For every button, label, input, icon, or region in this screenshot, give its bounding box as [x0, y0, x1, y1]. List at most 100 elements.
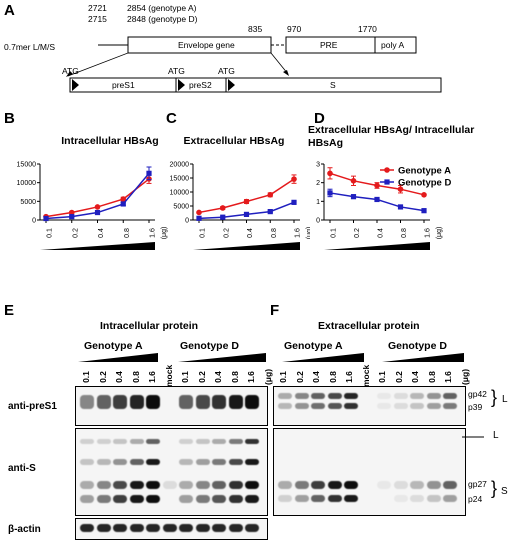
data-point	[267, 192, 274, 198]
blot-band	[146, 459, 160, 465]
blot-band	[443, 481, 457, 489]
blot-band	[195, 495, 210, 503]
pos-2715: 2715	[88, 14, 107, 24]
blot-band	[377, 403, 391, 409]
pre-polya-box	[285, 36, 417, 54]
data-point	[397, 186, 404, 192]
lane-label-d: 0.2	[393, 371, 404, 383]
pos-835: 835	[248, 24, 263, 34]
y-tick-label: 3	[316, 162, 320, 169]
data-point	[327, 190, 333, 196]
y-tick-label: 5000	[173, 204, 189, 211]
blot-f-s	[273, 428, 466, 516]
y-tick-label: 0	[185, 218, 189, 225]
blot-band	[179, 495, 193, 503]
data-point	[94, 209, 101, 216]
x-tick-label: 1.6	[425, 228, 432, 238]
dose-wedge	[324, 242, 430, 250]
atg-marker-1	[72, 79, 79, 91]
data-point	[196, 209, 202, 216]
atg-label-2: ATG	[168, 66, 185, 76]
legend-marker	[384, 167, 390, 173]
l-label-mid: L	[493, 430, 499, 441]
data-point	[350, 194, 357, 200]
blot-band	[162, 481, 177, 489]
pos-2848: 2848 (genotype D)	[127, 14, 198, 24]
panel-e-genotype-a: Genotype A	[84, 340, 143, 352]
blot-band	[146, 495, 160, 503]
data-point	[374, 196, 380, 203]
y-tick-label: 0	[316, 218, 320, 225]
blot-e-actin	[75, 518, 268, 540]
blot-e-pres1	[75, 386, 268, 426]
blot-band	[344, 495, 358, 502]
blot-band	[80, 439, 94, 444]
dose-wedge	[40, 242, 155, 250]
data-point	[94, 204, 101, 210]
blot-band	[113, 395, 127, 409]
blot-band	[113, 439, 127, 444]
x-tick-label: 0.1	[331, 228, 338, 238]
x-tick-label: 0.8	[124, 228, 131, 238]
blot-band	[327, 481, 342, 489]
data-point	[146, 170, 152, 176]
blot-band	[212, 481, 226, 489]
blot-band	[294, 481, 309, 489]
anti-pres1-label: anti-preS1	[8, 401, 57, 412]
pos-2854: 2854 (genotype A)	[127, 3, 197, 13]
l-label-top: L	[502, 394, 508, 405]
data-point	[120, 196, 127, 202]
panel-f-wedge-d	[382, 353, 464, 362]
x-unit-label: (μg)	[436, 227, 443, 240]
blot-band	[294, 393, 309, 399]
orf-box	[69, 77, 442, 93]
blot-band	[80, 459, 94, 465]
pos-2721: 2721	[88, 3, 107, 13]
blot-band	[278, 481, 292, 489]
x-tick-label: 0.1	[47, 228, 54, 238]
lane-label-a: 0.8	[327, 371, 338, 383]
blot-band	[146, 439, 160, 444]
lane-label-mock: mock	[360, 364, 371, 387]
data-point	[327, 170, 333, 177]
blot-band	[377, 481, 391, 489]
blot-band	[96, 439, 111, 444]
blot-band	[311, 403, 325, 409]
blot-band	[179, 459, 193, 465]
lane-label-a: 1.6	[147, 371, 157, 383]
x-unit-label: (μg)	[306, 227, 310, 240]
blot-band	[96, 495, 111, 503]
blot-band	[294, 403, 309, 409]
chart-b: 0 5000 10000 15000 0.1 0.2 0.4 0.8 1.6 (μg)	[17, 162, 168, 250]
blot-band	[426, 393, 441, 399]
x-tick-label: 0.2	[354, 228, 361, 238]
gp27-label: gp27	[468, 479, 487, 489]
blot-band	[212, 524, 226, 532]
chart-d: 0 1 2 3 0.1 0.2 0.4 0.8 1.6 (μg) Genotype AGenotyp…	[316, 162, 451, 250]
blot-band	[80, 495, 94, 503]
blot-band	[443, 495, 457, 502]
lane-label-a: 1.6	[344, 371, 354, 383]
lane-label-a: 0.2	[97, 371, 108, 383]
l-marker-line	[462, 436, 484, 438]
panel-e-title: Intracellular protein	[100, 320, 199, 332]
blot-band	[129, 495, 144, 503]
panel-e-wedge-d	[178, 353, 266, 362]
panel-label-d: D	[314, 110, 325, 127]
data-point	[397, 204, 404, 210]
panel-f-wedge-a	[282, 353, 364, 362]
data-point	[243, 198, 250, 205]
y-tick-label: 10000	[170, 190, 190, 197]
lane-label-d: 1.6	[443, 371, 453, 383]
data-point	[120, 201, 126, 207]
x-tick-label: 0.4	[378, 228, 385, 238]
blot-band	[129, 481, 144, 489]
blot-band	[212, 439, 226, 444]
blot-band	[162, 524, 177, 532]
data-point	[267, 209, 273, 215]
x-unit-label: (μg)	[161, 227, 168, 240]
legend-label: Genotype D	[398, 178, 451, 189]
data-point	[196, 215, 202, 221]
zoom-arrow-left	[66, 71, 73, 77]
blot-band	[278, 403, 292, 409]
